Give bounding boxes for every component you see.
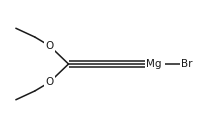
Text: Br: Br — [181, 59, 192, 69]
Text: Mg: Mg — [146, 59, 162, 69]
Text: O: O — [45, 77, 54, 87]
Text: O: O — [45, 41, 54, 51]
